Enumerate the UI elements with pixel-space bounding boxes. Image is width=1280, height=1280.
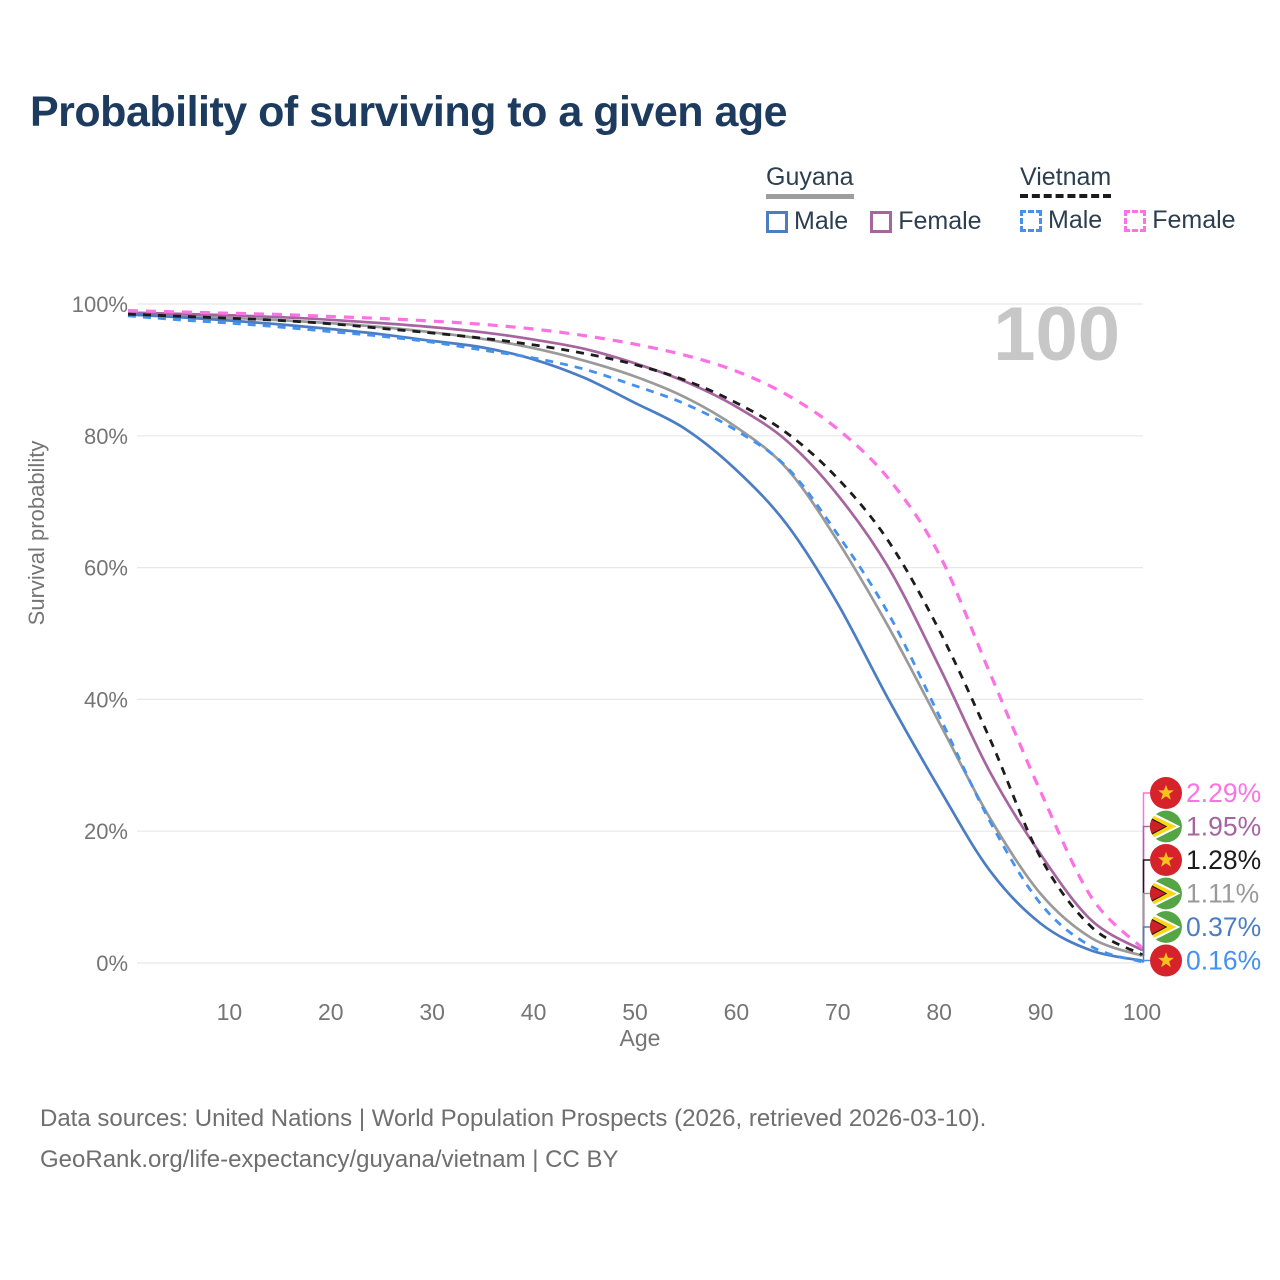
legend-guyana-row: Male Female [766, 207, 982, 236]
x-tick-20: 20 [318, 999, 344, 1025]
vietnam-flag-icon [1150, 777, 1182, 809]
vietnam-female-swatch-icon [1124, 209, 1147, 232]
legend-guyana: Guyana Male Female [766, 163, 982, 236]
x-axis-title: Age [620, 1025, 661, 1051]
footer: Data sources: United Nations | World Pop… [40, 1098, 986, 1180]
leader-line-guyana-male [1142, 926, 1150, 962]
guyana-flag-icon [1150, 911, 1182, 943]
leader-line-vietnam-male [1142, 959, 1150, 963]
y-tick-100%: 100% [72, 292, 128, 317]
curve-vietnam-both-sexes [127, 312, 1143, 956]
legend-vietnam-title: Vietnam [1020, 163, 1112, 198]
leader-lines [1142, 792, 1150, 963]
guyana-flag-icon [1150, 877, 1182, 910]
curve-guyana-both-sexes [127, 312, 1143, 957]
guyana-flag-icon [1150, 810, 1182, 843]
vietnam-male-swatch-icon [1020, 209, 1042, 232]
x-tick-30: 30 [419, 999, 445, 1025]
guyana-male-swatch-icon [766, 210, 788, 233]
legend-item-guyana-male: Male [766, 207, 848, 236]
x-axis-tick-labels: 10 20 30 40 50 60 70 80 90 100 [217, 999, 1162, 1025]
legend-guyana-female-label: Female [898, 207, 982, 235]
x-tick-70: 70 [825, 999, 851, 1025]
y-tick-40%: 40% [84, 687, 128, 712]
end-labels: 2.29% 1.95%1.28% 1.11%0.37% 0.16% [1186, 778, 1261, 976]
end-label-guyana-female: 1.95% [1186, 812, 1261, 842]
age-watermark: 100 [993, 292, 1120, 377]
gridlines [137, 303, 1143, 964]
legend-vietnam-female-label: Female [1152, 206, 1236, 234]
y-tick-0%: 0% [96, 951, 128, 976]
y-axis-title: Survival probability [24, 441, 49, 626]
legend-guyana-title: Guyana [766, 163, 854, 199]
x-tick-60: 60 [724, 999, 750, 1025]
guyana-female-swatch-icon [870, 210, 893, 233]
curve-vietnam-female [127, 309, 1144, 950]
curve-guyana-male [127, 313, 1143, 962]
end-label-guyana-male: 0.37% [1186, 912, 1261, 942]
chart-title: Probability of surviving to a given age [30, 88, 788, 136]
legend-item-vietnam-male: Male [1020, 206, 1102, 235]
footer-data-sources: Data sources: United Nations | World Pop… [40, 1105, 987, 1132]
y-tick-80%: 80% [84, 424, 128, 449]
x-tick-100: 100 [1123, 999, 1161, 1025]
curve-vietnam-male [127, 314, 1143, 964]
legend-guyana-male-label: Male [794, 207, 849, 235]
legend-vietnam-row: Male Female [1020, 206, 1236, 235]
x-tick-90: 90 [1028, 999, 1054, 1025]
curves [127, 309, 1144, 964]
end-label-vietnam-both-sexes: 1.28% [1186, 845, 1261, 875]
end-label-vietnam-female: 2.29% [1186, 778, 1261, 808]
vietnam-flag-icon [1150, 844, 1182, 876]
x-tick-80: 80 [926, 999, 952, 1025]
end-label-guyana-both-sexes: 1.11% [1186, 879, 1259, 909]
vietnam-flag-icon [1150, 944, 1182, 977]
legend-item-vietnam-female: Female [1124, 206, 1236, 235]
y-axis-tick-labels: 0% 20% 40% 60% 80% 100% [72, 292, 128, 976]
legend-vietnam-male-label: Male [1048, 206, 1103, 234]
legend-vietnam: Vietnam Male Female [1020, 163, 1236, 235]
x-tick-50: 50 [622, 999, 648, 1025]
y-tick-60%: 60% [84, 556, 128, 581]
x-tick-10: 10 [217, 999, 243, 1025]
flag-icons [1150, 777, 1182, 977]
x-tick-40: 40 [521, 999, 547, 1025]
end-label-vietnam-male: 0.16% [1186, 946, 1261, 976]
footer-attribution: GeoRank.org/life-expectancy/guyana/vietn… [40, 1146, 619, 1173]
legend-item-guyana-female: Female [870, 207, 982, 236]
y-tick-20%: 20% [84, 819, 128, 844]
curve-guyana-female [127, 311, 1143, 952]
